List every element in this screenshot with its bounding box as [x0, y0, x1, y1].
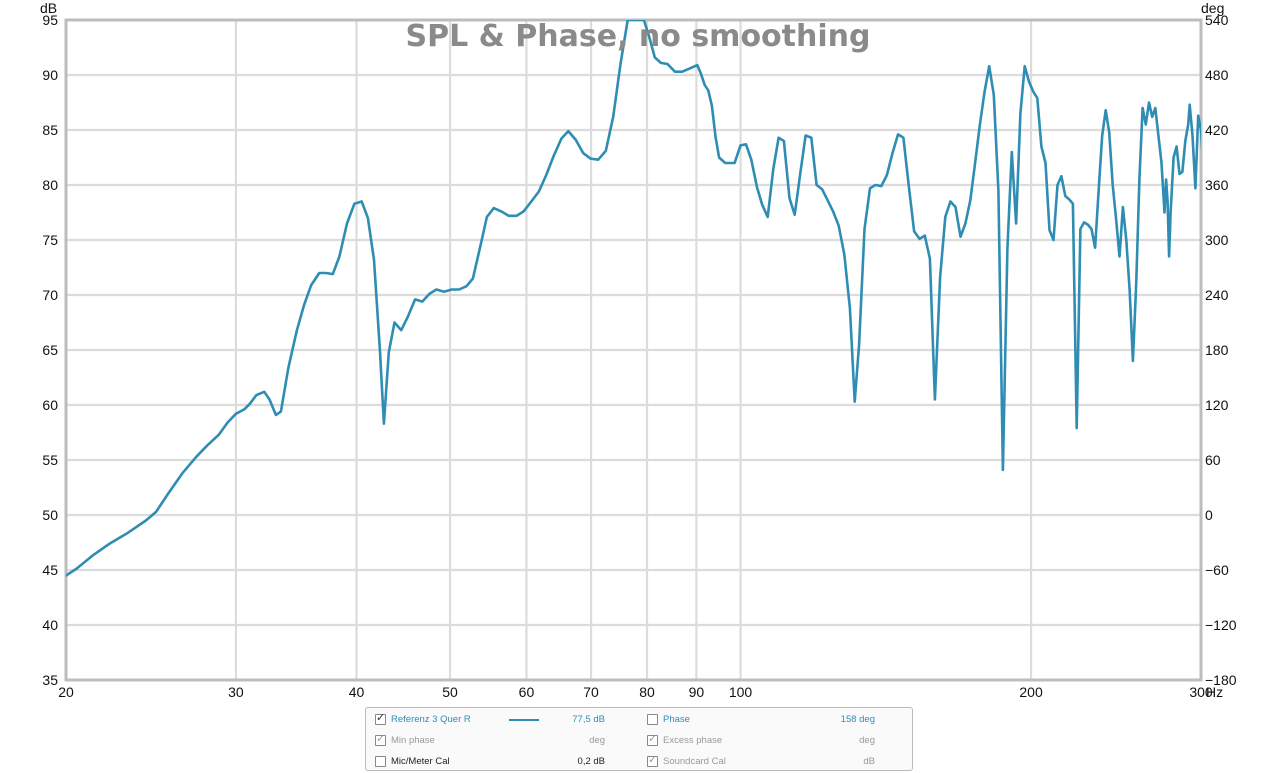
y-left-tick-label: 45 [42, 562, 58, 578]
x-tick-label: 90 [689, 684, 705, 700]
legend-item-mic-meter-cal[interactable]: Mic/Meter Cal [375, 751, 450, 771]
legend-value: 77,5 dB [572, 713, 605, 725]
y-left-tick-label: 60 [42, 397, 58, 413]
y-right-tick-label: 180 [1205, 342, 1229, 358]
x-axis-unit: Hz [1206, 684, 1223, 700]
legend-value: dB [863, 755, 875, 767]
x-tick-label: 200 [1019, 684, 1043, 700]
y-left-tick-label: 90 [42, 67, 58, 83]
legend-value: 0,2 dB [577, 755, 605, 767]
legend-item-phase[interactable]: Phase [647, 709, 690, 729]
legend-item-min-phase[interactable]: Min phase [375, 730, 435, 750]
y-right-tick-label: 420 [1205, 122, 1229, 138]
checkbox-excess-phase[interactable] [647, 732, 658, 746]
x-tick-label: 40 [349, 684, 365, 700]
legend-value: deg [589, 734, 605, 746]
y-left-tick-label: 75 [42, 232, 58, 248]
x-tick-label: 80 [639, 684, 655, 700]
y-right-tick-label: 0 [1205, 507, 1213, 523]
y-left-tick-label: 95 [42, 12, 58, 28]
legend-item-soundcard-cal[interactable]: Soundcard Cal [647, 751, 726, 771]
legend-row: Min phase deg Excess phase deg [366, 730, 912, 750]
x-tick-label: 50 [442, 684, 458, 700]
x-tick-label: 100 [729, 684, 753, 700]
x-tick-label: 20 [58, 684, 74, 700]
y-left-tick-label: 80 [42, 177, 58, 193]
y-right-tick-label: 60 [1205, 452, 1221, 468]
legend-label: Referenz 3 Quer R [391, 713, 471, 725]
legend-label: Min phase [391, 734, 435, 746]
x-tick-label: 70 [583, 684, 599, 700]
y-right-tick-label: 120 [1205, 397, 1229, 413]
x-tick-label: 60 [519, 684, 535, 700]
y-left-tick-label: 65 [42, 342, 58, 358]
x-tick-label: 30 [228, 684, 244, 700]
chart-title: SPL & Phase, no smoothing [406, 19, 871, 54]
legend-label: Mic/Meter Cal [391, 755, 450, 767]
y-right-tick-label: −180 [1205, 672, 1237, 688]
y-right-tick-label: −60 [1205, 562, 1229, 578]
spl-phase-chart: 35 40 45 50 55 60 65 70 75 80 85 90 95 −180 −120 −60 0 6… [40, 0, 1237, 700]
y-axis-left-ticks: 35 40 45 50 55 60 65 70 75 80 85 90 95 [42, 12, 58, 688]
series-line-referenz-3-quer-r [66, 20, 1201, 577]
legend-label: Phase [663, 713, 690, 725]
legend-row: Referenz 3 Quer R 77,5 dB Phase 158 deg [366, 709, 912, 729]
y-right-tick-label: 300 [1205, 232, 1229, 248]
y-left-tick-label: 85 [42, 122, 58, 138]
x-axis-ticks: 20 30 40 50 60 70 80 90 100 200 300 [58, 684, 1213, 700]
checkbox-mic-meter-cal[interactable] [375, 755, 386, 767]
y-axis-left-unit: dB [40, 0, 57, 16]
checkbox-referenz-3-quer-r[interactable] [375, 711, 386, 725]
checkbox-phase[interactable] [647, 713, 658, 725]
legend-row: Mic/Meter Cal 0,2 dB Soundcard Cal dB [366, 751, 912, 771]
y-right-tick-label: 480 [1205, 67, 1229, 83]
y-left-tick-label: 40 [42, 617, 58, 633]
x-tick-label: 300 [1189, 684, 1213, 700]
y-right-tick-label: 540 [1205, 12, 1229, 28]
y-right-tick-label: 360 [1205, 177, 1229, 193]
legend-item-excess-phase[interactable]: Excess phase [647, 730, 722, 750]
y-left-tick-label: 70 [42, 287, 58, 303]
y-right-tick-label: 240 [1205, 287, 1229, 303]
legend-label: Soundcard Cal [663, 755, 726, 767]
legend-item-referenz-3-quer-r[interactable]: Referenz 3 Quer R [375, 709, 471, 729]
y-axis-right-unit: deg [1201, 0, 1224, 16]
checkbox-min-phase[interactable] [375, 732, 386, 746]
legend-label: Excess phase [663, 734, 723, 746]
legend-panel: Referenz 3 Quer R 77,5 dB Phase 158 deg Min … [365, 707, 913, 771]
y-left-tick-label: 35 [42, 672, 58, 688]
y-right-tick-label: −120 [1205, 617, 1237, 633]
y-left-tick-label: 55 [42, 452, 58, 468]
legend-value: 158 deg [840, 713, 875, 725]
legend-value: deg [859, 734, 875, 746]
legend-line-swatch [509, 719, 539, 721]
checkbox-soundcard-cal[interactable] [647, 753, 658, 767]
y-left-tick-label: 50 [42, 507, 58, 523]
y-axis-right-ticks: −180 −120 −60 0 60 120 180 240 300 360 420 480 540 [1205, 12, 1237, 688]
